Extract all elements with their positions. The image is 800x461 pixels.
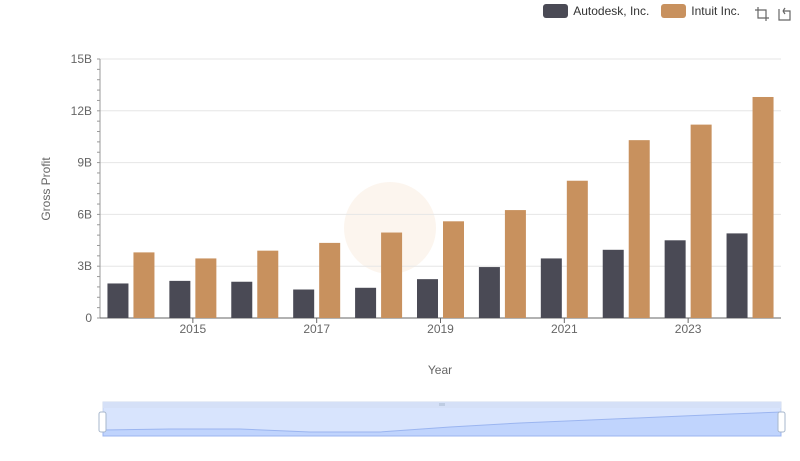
x-axis: 2015 2017 2019 2021 2023	[100, 317, 781, 336]
y-tick-label: 3B	[77, 259, 92, 273]
bar-autodesk-2018[interactable]	[355, 287, 377, 318]
bar-intuit-2024[interactable]	[752, 96, 774, 318]
bar-autodesk-2015[interactable]	[169, 280, 191, 318]
legend-swatch-autodesk	[543, 4, 569, 18]
bar-intuit-2019[interactable]	[443, 221, 464, 318]
legend-item-autodesk[interactable]: Autodesk, Inc.	[543, 4, 649, 18]
y-tick-label: 0	[85, 311, 92, 325]
bar-intuit-2014[interactable]	[133, 252, 155, 318]
legend: Autodesk, Inc. Intuit Inc.	[531, 4, 740, 18]
bar-intuit-2020[interactable]	[504, 210, 526, 318]
legend-item-intuit[interactable]: Intuit Inc.	[661, 4, 740, 18]
y-tick-label: 12B	[71, 104, 92, 118]
toolbox	[748, 6, 792, 22]
restore-icon[interactable]	[776, 6, 792, 22]
y-tick-label: 6B	[77, 207, 92, 221]
bar-autodesk-2021[interactable]	[540, 258, 562, 318]
bar-autodesk-2023[interactable]	[664, 240, 686, 318]
legend-label-intuit: Intuit Inc.	[691, 4, 740, 18]
y-tick-label: 9B	[77, 156, 92, 170]
legend-label-autodesk: Autodesk, Inc.	[573, 4, 650, 18]
bar-intuit-2018[interactable]	[381, 232, 403, 318]
bar-intuit-2021[interactable]	[566, 180, 588, 318]
x-tick-label: 2023	[675, 322, 702, 336]
bar-intuit-2016[interactable]	[257, 250, 279, 318]
bar-intuit-2022[interactable]	[628, 140, 650, 318]
x-axis-title: Year	[428, 363, 452, 377]
y-axis: 0 3B 6B 9B 12B 15B	[71, 52, 101, 325]
zoom-icon[interactable]	[754, 6, 770, 22]
y-tick-label: 15B	[71, 52, 92, 66]
data-zoom-grip-icon[interactable]	[439, 403, 445, 406]
bar-autodesk-2017[interactable]	[293, 289, 315, 318]
bar-autodesk-2020[interactable]	[478, 267, 500, 318]
x-tick-label: 2021	[551, 322, 578, 336]
data-zoom-handle-right[interactable]	[777, 411, 786, 433]
x-tick-label: 2017	[303, 322, 330, 336]
x-tick-label: 2015	[180, 322, 207, 336]
data-zoom-handle-left[interactable]	[98, 411, 107, 433]
bar-intuit-2015[interactable]	[195, 258, 217, 318]
bar-intuit-2017[interactable]	[319, 242, 341, 318]
y-axis-title: Gross Profit	[39, 157, 53, 221]
bar-autodesk-2016[interactable]	[231, 281, 253, 318]
watermark-logo	[344, 182, 436, 274]
legend-swatch-intuit	[661, 4, 687, 18]
bar-autodesk-2014[interactable]	[107, 283, 129, 318]
bar-autodesk-2022[interactable]	[602, 249, 624, 318]
grid-lines	[100, 58, 781, 267]
x-tick-label: 2019	[427, 322, 454, 336]
bar-intuit-2023[interactable]	[690, 124, 712, 318]
bar-autodesk-2019[interactable]	[417, 279, 438, 318]
data-zoom-slider[interactable]	[98, 401, 786, 437]
bar-autodesk-2024[interactable]	[726, 233, 748, 318]
bars	[107, 96, 774, 318]
